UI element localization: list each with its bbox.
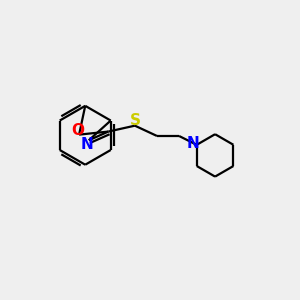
Text: N: N	[187, 136, 200, 151]
Text: N: N	[81, 137, 94, 152]
Text: O: O	[71, 123, 84, 138]
Text: S: S	[130, 113, 141, 128]
